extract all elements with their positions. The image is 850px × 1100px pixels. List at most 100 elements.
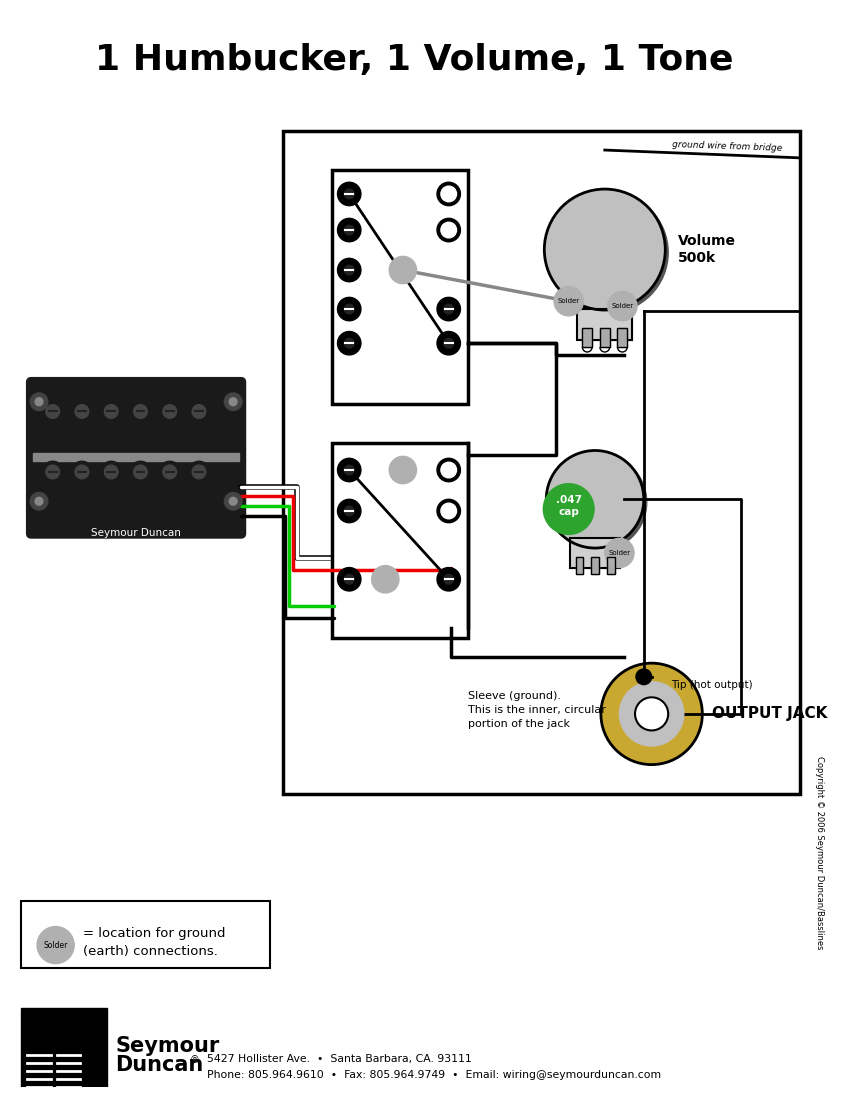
Circle shape [441, 462, 456, 477]
Circle shape [337, 568, 361, 591]
Text: portion of the jack: portion of the jack [468, 718, 570, 728]
Text: = location for ground: = location for ground [83, 927, 225, 939]
Circle shape [549, 453, 647, 551]
Bar [332, 442, 468, 638]
Circle shape [389, 456, 416, 484]
Circle shape [230, 497, 237, 505]
Circle shape [163, 405, 177, 418]
Circle shape [224, 493, 242, 510]
Text: 5427 Hollister Ave.  •  Santa Barbara, CA. 93111: 5427 Hollister Ave. • Santa Barbara, CA.… [207, 1054, 472, 1064]
Circle shape [444, 574, 454, 584]
Circle shape [543, 484, 594, 535]
Bar [21, 901, 270, 968]
Bar [33, 453, 239, 461]
Circle shape [635, 697, 668, 730]
Circle shape [224, 393, 242, 410]
Text: OUTPUT JACK: OUTPUT JACK [712, 706, 827, 722]
Circle shape [344, 265, 354, 275]
Bar [577, 309, 632, 340]
Circle shape [389, 256, 416, 284]
Text: Solder: Solder [558, 298, 580, 305]
Circle shape [130, 400, 151, 422]
Circle shape [71, 461, 93, 483]
Circle shape [42, 461, 64, 483]
Circle shape [75, 405, 88, 418]
Circle shape [163, 465, 177, 478]
Circle shape [437, 218, 461, 242]
Circle shape [636, 669, 652, 684]
Circle shape [344, 305, 354, 314]
Bar [577, 309, 632, 340]
Circle shape [37, 926, 74, 964]
Text: ground wire from bridge: ground wire from bridge [672, 140, 782, 153]
Text: Duncan: Duncan [115, 1055, 203, 1075]
Circle shape [75, 465, 88, 478]
Bar [582, 328, 592, 348]
Bar [582, 328, 592, 348]
Circle shape [159, 400, 180, 422]
Bar [591, 557, 599, 574]
Circle shape [192, 405, 206, 418]
Circle shape [35, 398, 42, 406]
Bar [21, 1009, 107, 1087]
Bar [607, 557, 615, 574]
Text: Copyright © 2006 Seymour Duncan/Basslines: Copyright © 2006 Seymour Duncan/Bassline… [815, 756, 824, 949]
Circle shape [441, 503, 456, 519]
Text: Sleeve (ground).: Sleeve (ground). [468, 691, 561, 702]
Text: .047
cap: .047 cap [556, 495, 581, 517]
Bar [600, 328, 609, 348]
Circle shape [337, 258, 361, 282]
Circle shape [344, 339, 354, 348]
Text: Solder: Solder [611, 304, 633, 309]
Text: Seymour: Seymour [115, 1035, 219, 1056]
Circle shape [31, 393, 48, 410]
Text: This is the inner, circular: This is the inner, circular [468, 705, 606, 715]
Circle shape [441, 186, 456, 201]
Circle shape [100, 400, 122, 422]
Circle shape [437, 499, 461, 522]
Text: Solder: Solder [609, 550, 631, 556]
Circle shape [544, 189, 666, 310]
Circle shape [344, 465, 354, 475]
Circle shape [547, 192, 668, 314]
Bar [617, 328, 627, 348]
Text: Volume
500k: Volume 500k [678, 234, 736, 265]
Bar [575, 557, 583, 574]
Circle shape [71, 400, 93, 422]
Circle shape [337, 331, 361, 355]
Bar [283, 131, 800, 794]
Text: ®: ® [190, 1055, 199, 1065]
Circle shape [188, 400, 210, 422]
Bar [600, 328, 609, 348]
Circle shape [130, 461, 151, 483]
Circle shape [371, 565, 399, 593]
Circle shape [133, 405, 147, 418]
Circle shape [337, 183, 361, 206]
Circle shape [337, 459, 361, 482]
Circle shape [100, 461, 122, 483]
Circle shape [601, 663, 702, 764]
Circle shape [547, 451, 643, 548]
Circle shape [46, 405, 60, 418]
Text: Solder: Solder [43, 940, 68, 949]
Bar [332, 169, 468, 404]
Circle shape [344, 574, 354, 584]
Circle shape [344, 189, 354, 199]
Circle shape [437, 568, 461, 591]
Bar [591, 557, 599, 574]
Circle shape [337, 297, 361, 321]
Circle shape [605, 538, 634, 568]
Bar [617, 328, 627, 348]
Text: Phone: 805.964.9610  •  Fax: 805.964.9749  •  Email: wiring@seymourduncan.com: Phone: 805.964.9610 • Fax: 805.964.9749 … [207, 1070, 661, 1080]
Circle shape [344, 226, 354, 235]
Text: 1 Humbucker, 1 Volume, 1 Tone: 1 Humbucker, 1 Volume, 1 Tone [95, 43, 734, 77]
Circle shape [444, 305, 454, 314]
Circle shape [437, 183, 461, 206]
Circle shape [230, 398, 237, 406]
Circle shape [35, 497, 42, 505]
Circle shape [608, 292, 637, 321]
Circle shape [42, 400, 64, 422]
Bar [607, 557, 615, 574]
Circle shape [188, 461, 210, 483]
Text: Seymour Duncan: Seymour Duncan [91, 528, 180, 538]
